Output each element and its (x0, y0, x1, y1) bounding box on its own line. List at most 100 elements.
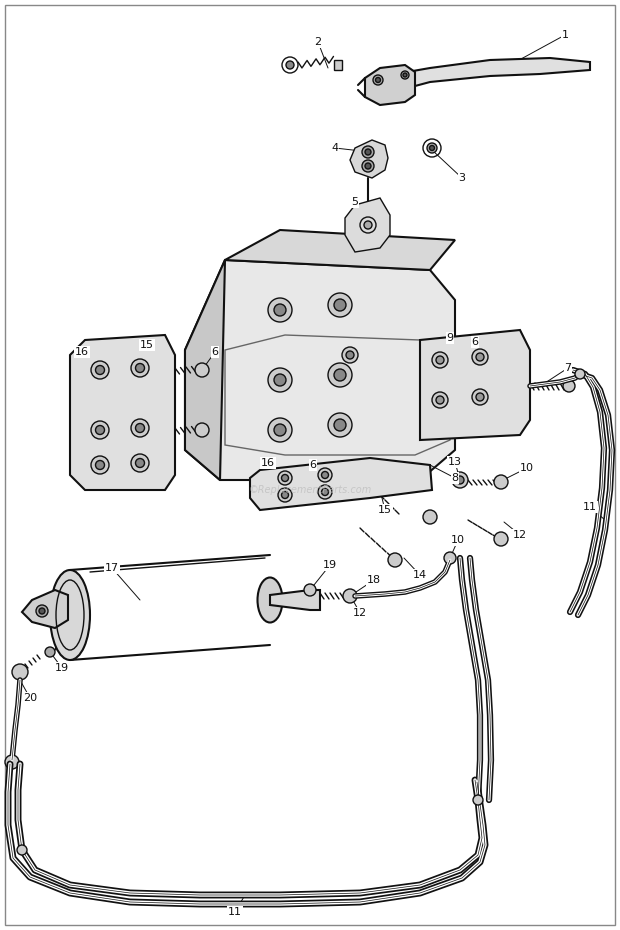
Circle shape (131, 454, 149, 472)
Text: 18: 18 (367, 575, 381, 585)
Circle shape (91, 456, 109, 474)
Circle shape (281, 491, 288, 498)
Circle shape (436, 396, 444, 404)
Circle shape (494, 475, 508, 489)
Text: 9: 9 (446, 333, 454, 343)
Circle shape (95, 426, 105, 434)
Text: 16: 16 (75, 347, 89, 357)
Circle shape (432, 352, 448, 368)
Polygon shape (250, 458, 432, 510)
Circle shape (476, 353, 484, 361)
Text: 7: 7 (564, 363, 572, 373)
Polygon shape (225, 230, 455, 270)
Ellipse shape (257, 578, 283, 622)
Text: 12: 12 (353, 608, 367, 618)
Circle shape (472, 349, 488, 365)
Text: 19: 19 (55, 663, 69, 673)
Polygon shape (345, 198, 390, 252)
Circle shape (456, 476, 464, 484)
Circle shape (563, 380, 575, 392)
Circle shape (476, 393, 484, 401)
Circle shape (388, 553, 402, 567)
Text: 16: 16 (261, 458, 275, 468)
Circle shape (403, 73, 407, 77)
Text: 4: 4 (332, 143, 339, 153)
Circle shape (430, 145, 435, 151)
Circle shape (436, 356, 444, 364)
Text: 2: 2 (314, 37, 322, 47)
Circle shape (373, 75, 383, 85)
Circle shape (318, 468, 332, 482)
Circle shape (278, 471, 292, 485)
Circle shape (318, 485, 332, 499)
Circle shape (401, 71, 409, 79)
Circle shape (346, 351, 354, 359)
Polygon shape (365, 65, 415, 105)
Text: 15: 15 (378, 505, 392, 515)
Text: 6: 6 (309, 460, 316, 470)
Circle shape (322, 488, 329, 496)
Polygon shape (185, 260, 225, 480)
Circle shape (274, 424, 286, 436)
Polygon shape (350, 140, 388, 178)
Circle shape (136, 458, 144, 468)
Text: 12: 12 (513, 530, 527, 540)
Circle shape (36, 605, 48, 617)
Text: 19: 19 (323, 560, 337, 570)
Circle shape (423, 510, 437, 524)
Polygon shape (334, 60, 342, 70)
Polygon shape (420, 330, 530, 440)
Text: 6: 6 (211, 347, 218, 357)
Circle shape (131, 359, 149, 377)
Circle shape (136, 364, 144, 373)
Ellipse shape (50, 570, 90, 660)
Circle shape (328, 413, 352, 437)
Circle shape (274, 304, 286, 316)
Circle shape (334, 299, 346, 311)
Circle shape (195, 423, 209, 437)
Circle shape (494, 532, 508, 546)
Circle shape (343, 589, 357, 603)
Circle shape (304, 584, 316, 596)
Circle shape (362, 146, 374, 158)
Circle shape (364, 221, 372, 229)
Circle shape (17, 845, 27, 855)
Circle shape (91, 421, 109, 439)
Circle shape (268, 368, 292, 392)
Polygon shape (22, 590, 68, 628)
Circle shape (95, 365, 105, 375)
Text: 8: 8 (451, 473, 459, 483)
Circle shape (322, 472, 329, 479)
Circle shape (95, 460, 105, 470)
Text: 17: 17 (105, 563, 119, 573)
Circle shape (334, 369, 346, 381)
Text: 3: 3 (459, 173, 466, 183)
Text: 5: 5 (352, 197, 358, 207)
Circle shape (365, 163, 371, 169)
Polygon shape (70, 335, 175, 490)
Text: 14: 14 (413, 570, 427, 580)
Circle shape (12, 664, 28, 680)
Text: 10: 10 (520, 463, 534, 473)
Circle shape (39, 608, 45, 614)
Circle shape (452, 472, 468, 488)
Circle shape (268, 418, 292, 442)
Text: 10: 10 (451, 535, 465, 545)
Text: 11: 11 (228, 907, 242, 917)
Text: 15: 15 (140, 340, 154, 350)
Polygon shape (380, 58, 590, 95)
Circle shape (362, 160, 374, 172)
Circle shape (334, 419, 346, 431)
Circle shape (195, 363, 209, 377)
Text: 13: 13 (448, 457, 462, 467)
Circle shape (444, 552, 456, 564)
Circle shape (575, 369, 585, 379)
Circle shape (328, 293, 352, 317)
Circle shape (5, 755, 19, 769)
Circle shape (286, 61, 294, 69)
Circle shape (91, 361, 109, 379)
Circle shape (473, 795, 483, 805)
Text: ©ReplacementParts.com: ©ReplacementParts.com (249, 485, 371, 495)
Circle shape (342, 347, 358, 363)
Text: 11: 11 (583, 502, 597, 512)
